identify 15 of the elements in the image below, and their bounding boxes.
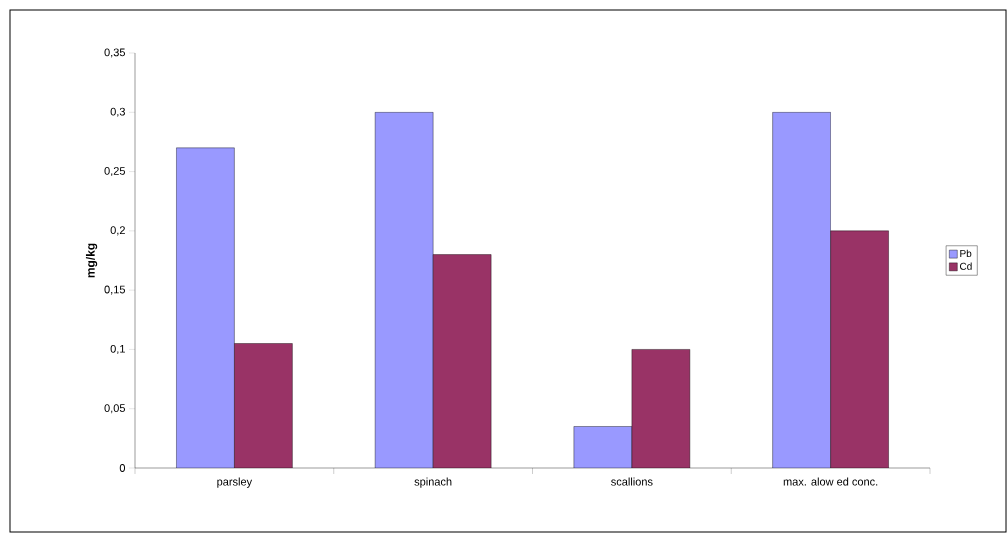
- y-tick-label: 0,05: [104, 404, 125, 414]
- y-tick-label: 0,15: [104, 285, 125, 295]
- x-tick-label: spinach: [414, 477, 452, 488]
- y-tick-label: 0,2: [110, 226, 125, 236]
- y-tick-label: 0,25: [104, 167, 125, 177]
- y-tick-label: 0: [119, 464, 126, 472]
- legend-label: Pb: [960, 249, 972, 258]
- x-tick-label: scallions: [611, 477, 653, 486]
- y-tick-label: 0,35: [104, 48, 125, 58]
- y-tick-label: 0,1: [110, 344, 125, 354]
- x-tick-label: parsley: [217, 477, 253, 488]
- legend-label: Cd: [960, 262, 972, 270]
- y-axis-title: mg/kg: [85, 243, 98, 278]
- y-tick-label: 0,3: [110, 107, 125, 117]
- x-tick-label: max. alow ed conc.: [783, 477, 878, 486]
